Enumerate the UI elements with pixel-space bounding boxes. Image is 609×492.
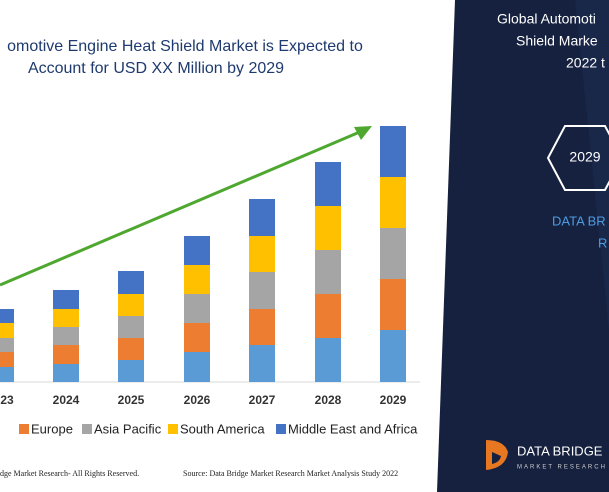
bar-segment (184, 265, 210, 294)
logo-sub: MARKET RESEARCH (517, 465, 607, 471)
trend-arrow-head (354, 126, 372, 140)
bar-segment (380, 126, 406, 177)
bar-segment (184, 294, 210, 323)
bar-segment (184, 236, 210, 265)
bar-segment (53, 309, 79, 327)
x-tick-label: 2024 (53, 393, 80, 407)
bar-segment (118, 294, 144, 316)
bar-segment (118, 338, 144, 360)
legend-swatch (168, 424, 178, 434)
bar-segment (380, 279, 406, 330)
legend-swatch (19, 424, 29, 434)
bar-segment (53, 345, 79, 364)
bar-segment (0, 309, 14, 323)
logo-name: DATA BRIDGE (517, 443, 603, 458)
panel-brand: DATA BR (552, 213, 606, 228)
legend-label: Asia Pacific (94, 421, 162, 436)
panel-brand: R (598, 235, 607, 250)
bar-segment (315, 250, 341, 294)
bar-segment (118, 360, 144, 382)
bar-segment (380, 228, 406, 279)
trend-arrow (0, 129, 363, 287)
bar-segment (184, 352, 210, 382)
bar-segment (0, 367, 14, 382)
chart-title: omotive Engine Heat Shield Market is Exp… (7, 38, 363, 55)
bar-segment (315, 294, 341, 338)
bar-segment (249, 236, 275, 272)
panel-title: Global Automoti (497, 11, 596, 27)
bar-segment (249, 199, 275, 236)
panel-title: 2022 t (566, 55, 605, 71)
chart-title: Account for USD XX Million by 2029 (28, 60, 284, 77)
legend-label: Middle East and Africa (288, 421, 418, 436)
bar-segment (315, 206, 341, 250)
legend-swatch (82, 424, 92, 434)
x-tick-label: 2029 (380, 393, 407, 407)
copyright: dge Market Research- All Rights Reserved… (0, 469, 139, 478)
bar-segment (53, 327, 79, 345)
x-tick-label: 23 (0, 393, 14, 407)
side-panel (437, 0, 609, 492)
bar-segment (380, 330, 406, 382)
panel-title: Shield Marke (516, 33, 598, 49)
legend-label: South America (180, 421, 265, 436)
hexagon (546, 125, 609, 191)
bar-segment (380, 177, 406, 228)
bar-segment (0, 352, 14, 367)
source: Source: Data Bridge Market Research Mark… (183, 469, 398, 478)
bar-segment (249, 345, 275, 382)
bar-segment (0, 338, 14, 352)
bar-segment (118, 316, 144, 338)
logo-icon (492, 452, 501, 464)
bar-segment (53, 364, 79, 382)
bar-segment (53, 290, 79, 309)
bar-segment (118, 271, 144, 294)
x-tick-label: 2028 (315, 393, 342, 407)
x-tick-label: 2026 (184, 393, 211, 407)
bar-segment (315, 338, 341, 382)
panel-shade (575, 0, 609, 330)
bar-segment (249, 272, 275, 309)
bar-segment (249, 309, 275, 345)
bar-segment (0, 323, 14, 338)
x-tick-label: 2025 (118, 393, 145, 407)
x-tick-label: 2027 (249, 393, 276, 407)
panel-year: 2029 (569, 149, 600, 165)
bar-segment (315, 162, 341, 206)
legend-swatch (276, 424, 286, 434)
legend-label: Europe (31, 421, 73, 436)
bar-segment (184, 323, 210, 352)
